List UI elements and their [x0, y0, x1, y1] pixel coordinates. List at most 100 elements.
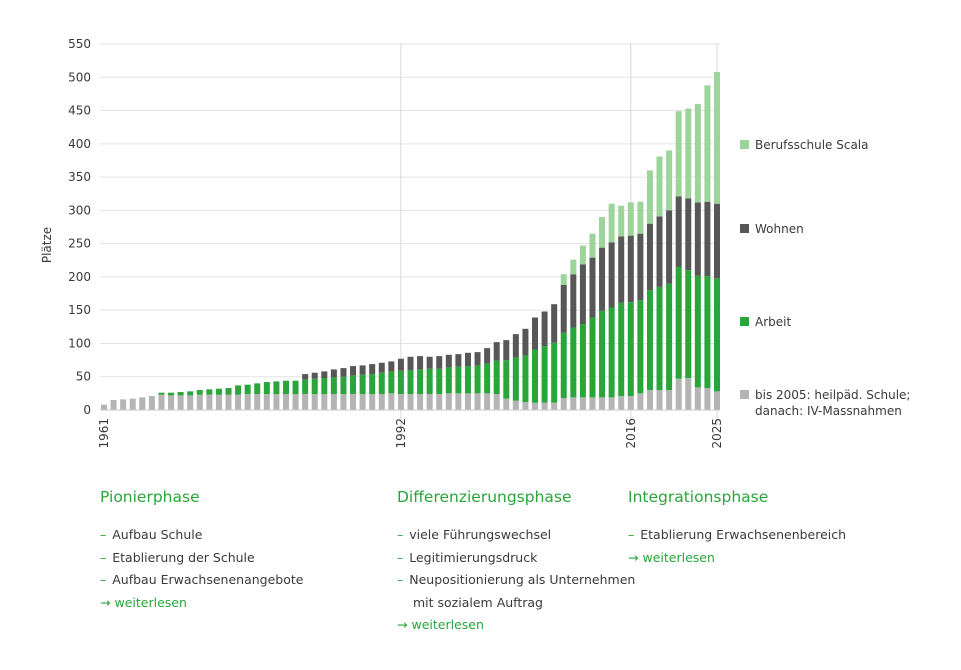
- bar-segment: [570, 397, 577, 410]
- bar-segment: [206, 389, 213, 395]
- bar-segment: [168, 395, 175, 410]
- bar-segment: [637, 300, 644, 394]
- bar-segment: [474, 352, 481, 366]
- legend-label: Berufsschule Scala: [755, 138, 868, 152]
- phase-differenzierung: Differenzierungsphase – viele Führungswec…: [397, 488, 635, 637]
- bar-segment: [714, 71, 720, 204]
- bar-segment: [618, 236, 625, 303]
- bar-segment: [675, 266, 682, 379]
- bar-segment: [397, 358, 404, 371]
- read-more-link[interactable]: → weiterlesen: [397, 614, 635, 637]
- bar-segment: [388, 361, 395, 372]
- bar-segment: [579, 245, 586, 265]
- bar-segment: [503, 340, 510, 361]
- bar-segment: [512, 334, 519, 358]
- bar-segment: [148, 396, 155, 410]
- bar-segment: [244, 394, 251, 410]
- bar-segment: [666, 283, 673, 391]
- bar-segment: [464, 352, 471, 367]
- dash-icon: –: [397, 549, 404, 565]
- legend: Berufsschule Scala Wohnen Arbeit bis 2005: …: [740, 138, 910, 418]
- bar-segment: [599, 247, 606, 311]
- x-tick-label: 1992: [394, 418, 408, 449]
- bar-segment: [522, 355, 529, 403]
- bar-segment: [235, 394, 242, 410]
- bar-segment: [646, 223, 653, 291]
- legend-label: Arbeit: [755, 315, 791, 329]
- bar-segment: [685, 270, 692, 379]
- bar-segment: [110, 400, 117, 410]
- bar-segment: [330, 394, 337, 410]
- bar-segment: [675, 196, 682, 267]
- dash-icon: –: [100, 549, 107, 565]
- bar-segment: [560, 332, 567, 399]
- y-tick-label: 500: [68, 70, 91, 84]
- legend-label: danach: IV-Massnahmen: [755, 404, 902, 418]
- bar-segment: [436, 368, 443, 395]
- bar-segment: [455, 354, 462, 367]
- bar-segment: [618, 302, 625, 397]
- bar-segment: [493, 360, 500, 395]
- bar-segment: [350, 394, 357, 410]
- phase-list: – Etablierung Erwachsenenbereich → weiterl…: [628, 524, 846, 569]
- bar-segment: [417, 356, 424, 370]
- bar-segment: [714, 203, 720, 279]
- bar-segment: [311, 372, 318, 379]
- x-tick-label: 2025: [710, 418, 724, 449]
- bar-segment: [656, 216, 663, 287]
- bar-segment: [426, 394, 433, 410]
- bar-segment: [599, 217, 606, 248]
- bar-segment: [196, 394, 203, 410]
- y-tick-label: 0: [83, 403, 91, 417]
- bar-segment: [302, 379, 309, 395]
- bar-segment: [560, 398, 567, 410]
- bar-segment: [244, 384, 251, 395]
- bar-segment: [589, 233, 596, 258]
- bar-segment: [704, 276, 711, 389]
- bar-segment: [685, 198, 692, 271]
- bar-segment: [666, 390, 673, 410]
- bar-segment: [436, 394, 443, 410]
- bar-segment: [493, 394, 500, 410]
- phase-title: Differenzierungsphase: [397, 488, 572, 506]
- bar-segment: [225, 394, 232, 410]
- bar-segment: [589, 397, 596, 410]
- bar-segment: [369, 394, 376, 410]
- bar-segment: [158, 392, 165, 395]
- bar-segment: [330, 377, 337, 395]
- legend-swatch: [740, 224, 749, 233]
- list-item: – Aufbau Erwachsenenangebote: [100, 569, 303, 592]
- read-more-link[interactable]: → weiterlesen: [100, 592, 303, 615]
- bar-segment: [321, 371, 328, 379]
- bar-segment: [215, 388, 222, 395]
- bar-segment: [570, 327, 577, 398]
- bar-segment: [350, 366, 357, 376]
- bar-segment: [589, 257, 596, 318]
- bar-segment: [436, 356, 443, 369]
- bar-segment: [627, 396, 634, 410]
- bar-segment: [177, 392, 184, 396]
- dash-icon: –: [100, 572, 107, 587]
- bar-segment: [599, 310, 606, 398]
- bar-segment: [484, 393, 491, 410]
- bar-segment: [589, 317, 596, 398]
- bar-segment: [445, 393, 452, 410]
- bar-segment: [512, 357, 519, 401]
- y-tick-label: 550: [68, 37, 91, 51]
- bar-segment: [484, 363, 491, 394]
- bar-segment: [560, 284, 567, 333]
- read-more-link[interactable]: → weiterlesen: [628, 547, 846, 570]
- bar-segment: [599, 397, 606, 410]
- bar-segment: [330, 369, 337, 378]
- bar-segment: [340, 376, 347, 395]
- bar-segment: [694, 387, 701, 410]
- list-item-text: mit sozialem Auftrag: [413, 594, 543, 610]
- dash-icon: –: [397, 527, 404, 542]
- bar-segment: [168, 392, 175, 396]
- bar-segment: [551, 304, 558, 343]
- bar-segment: [608, 242, 615, 308]
- x-tick-label: 1961: [97, 418, 111, 449]
- list-item-text: Etablierung Erwachsenenbereich: [640, 527, 847, 542]
- dash-icon: –: [100, 527, 107, 542]
- bar-stacks: [101, 71, 720, 410]
